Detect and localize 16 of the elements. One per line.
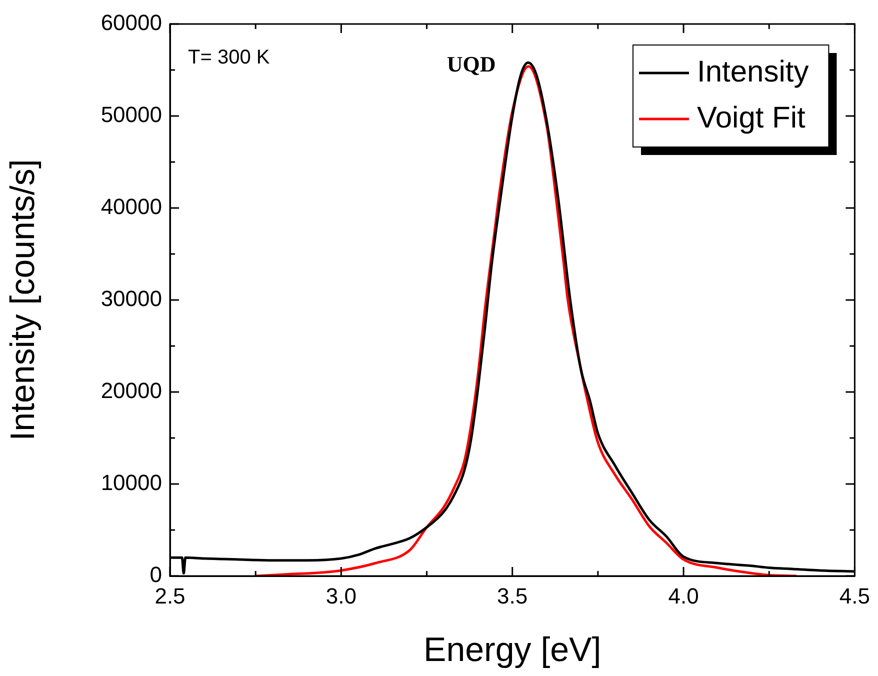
- text: 4.0: [668, 583, 699, 608]
- annotation: UQD: [446, 52, 496, 77]
- y-tick-label: 20000: [100, 378, 162, 404]
- legend-label: Voigt Fit: [696, 101, 806, 134]
- text: 3.0: [326, 583, 356, 608]
- x-axis-title: Energy [eV]: [424, 630, 602, 669]
- y-axis-title: Intensity [counts/s]: [4, 159, 42, 441]
- y-tick-label: 50000: [100, 102, 162, 128]
- y-tick-label: 60000: [100, 10, 162, 36]
- x-tick-label: 3.5: [497, 583, 528, 608]
- y-tick-label: 10000: [100, 470, 162, 496]
- y-tick-label: 30000: [100, 286, 162, 312]
- x-tick-label: 4.5: [839, 583, 870, 608]
- annotation: T= 300 K: [188, 46, 270, 69]
- y-tick-label: 40000: [100, 194, 162, 220]
- legend-label: Intensity: [696, 55, 809, 88]
